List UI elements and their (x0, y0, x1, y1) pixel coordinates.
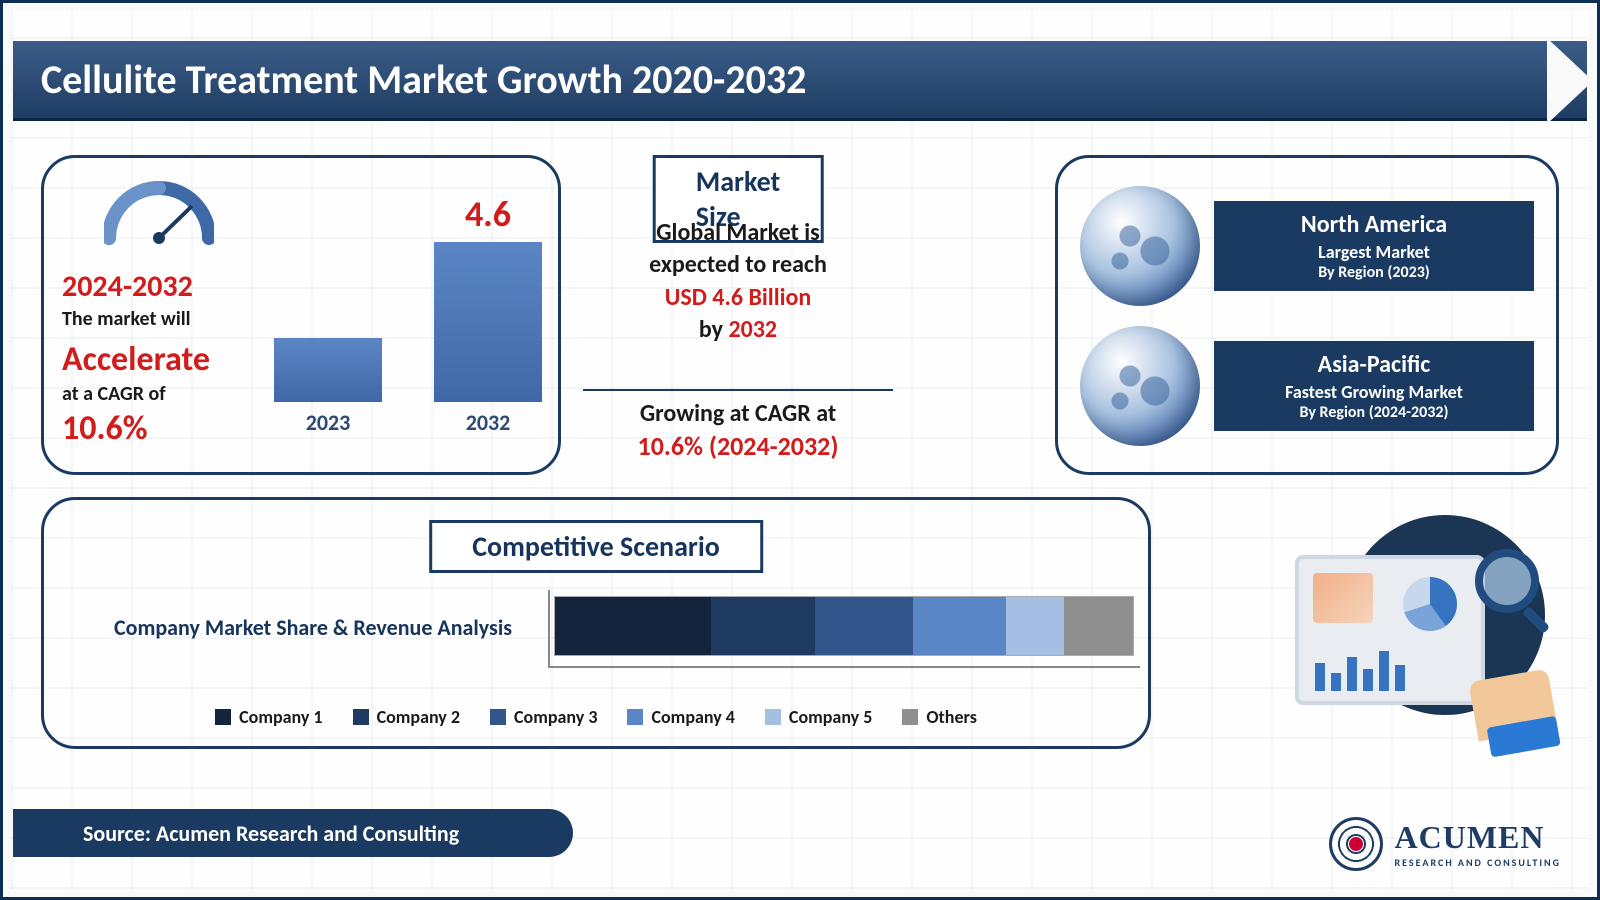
legend-item: Company 3 (490, 706, 597, 728)
accel-line1: The market will (62, 307, 282, 331)
title-bar: Cellulite Treatment Market Growth 2020-2… (13, 41, 1587, 121)
bar-label: 2032 (434, 409, 542, 436)
region-sub2: By Region (2024-2032) (1230, 403, 1518, 422)
stacked-segment (1006, 597, 1064, 655)
legend-swatch (215, 709, 231, 725)
dashboard-card-icon (1295, 555, 1485, 705)
region-name: North America (1230, 210, 1518, 239)
analytics-illustration (1285, 515, 1545, 735)
legend-label: Company 3 (514, 706, 597, 728)
legend-label: Company 4 (651, 706, 734, 728)
stacked-segment (1064, 597, 1133, 655)
accel-word: Accelerate (62, 339, 282, 380)
accel-line2: at a CAGR of (62, 382, 282, 406)
market-size-caption: Growing at CAGR at 10.6% (2024-2032) (575, 399, 901, 462)
source-bar: Source: Acumen Research and Consulting (13, 809, 573, 857)
stacked-segment (711, 597, 815, 655)
accel-period: 2024-2032 (62, 268, 282, 305)
legend-item: Company 4 (627, 706, 734, 728)
region-row-1: North America Largest Market By Region (… (1080, 186, 1534, 306)
bar (274, 338, 382, 402)
legend-item: Company 2 (353, 706, 460, 728)
accelerate-text: 2024-2032 The market will Accelerate at … (62, 268, 282, 449)
stacked-segment (815, 597, 913, 655)
region-sub2: By Region (2023) (1230, 263, 1518, 282)
legend-swatch (627, 709, 643, 725)
divider (583, 389, 893, 391)
brand-globe-icon (1329, 817, 1383, 871)
bar-value: 4.6 (434, 192, 542, 236)
panel-regions: North America Largest Market By Region (… (1055, 155, 1559, 475)
bar (434, 242, 542, 402)
region-name: Asia-Pacific (1230, 350, 1518, 379)
legend-swatch (490, 709, 506, 725)
share-row-label: Company Market Share & Revenue Analysis (114, 614, 512, 641)
region-sub1: Fastest Growing Market (1230, 381, 1518, 403)
accel-cagr: 10.6% (62, 408, 282, 449)
ms-l2: expected to reach (575, 249, 901, 281)
legend-label: Company 2 (377, 706, 460, 728)
region-box: Asia-Pacific Fastest Growing Market By R… (1214, 341, 1534, 431)
competitive-heading: Competitive Scenario (429, 520, 763, 573)
stacked-bar-legend: Company 1 Company 2 Company 3 Company 4 Comp… (44, 706, 1148, 728)
legend-item: Company 1 (215, 706, 322, 728)
ms-l1: Global Market is (575, 217, 901, 249)
legend-item: Company 5 (765, 706, 872, 728)
panel-competitive: Competitive Scenario Company Market Shar… (41, 497, 1151, 749)
bar-label: 2023 (274, 409, 382, 436)
brand-name: ACUMEN (1395, 819, 1561, 856)
accel-bar-chart: 2023 2032 4.6 (274, 192, 554, 442)
magnifier-icon (1475, 549, 1539, 613)
legend-label: Company 5 (789, 706, 872, 728)
ms-l4: by 2032 (575, 314, 901, 346)
chevron-cut-icon (1547, 38, 1593, 124)
legend-label: Others (926, 706, 977, 728)
ms-cap2: 10.6% (2024-2032) (575, 430, 901, 462)
brand-subtitle: RESEARCH AND CONSULTING (1395, 856, 1561, 869)
legend-label: Company 1 (239, 706, 322, 728)
ms-l3: USD 4.6 Billion (575, 282, 901, 314)
region-row-2: Asia-Pacific Fastest Growing Market By R… (1080, 326, 1534, 446)
region-sub1: Largest Market (1230, 241, 1518, 263)
hand-icon (1468, 669, 1557, 742)
stacked-segment (913, 597, 1005, 655)
panel-accelerate: 2024-2032 The market will Accelerate at … (41, 155, 561, 475)
stacked-bar-chart (554, 596, 1134, 656)
brand-logo: ACUMEN RESEARCH AND CONSULTING (1329, 817, 1561, 871)
region-box: North America Largest Market By Region (… (1214, 201, 1534, 291)
market-size-body: Global Market is expected to reach USD 4… (575, 217, 901, 347)
globe-icon (1080, 186, 1200, 306)
panel-market-size: Market Size Global Market is expected to… (575, 155, 901, 475)
ms-cap1: Growing at CAGR at (575, 399, 901, 428)
legend-swatch (353, 709, 369, 725)
legend-swatch (902, 709, 918, 725)
brand-text: ACUMEN RESEARCH AND CONSULTING (1395, 819, 1561, 869)
legend-item: Others (902, 706, 977, 728)
page-title: Cellulite Treatment Market Growth 2020-2… (41, 55, 806, 104)
gauge-icon (104, 178, 214, 253)
globe-icon (1080, 326, 1200, 446)
source-text: Source: Acumen Research and Consulting (83, 820, 459, 847)
stacked-segment (555, 597, 711, 655)
legend-swatch (765, 709, 781, 725)
